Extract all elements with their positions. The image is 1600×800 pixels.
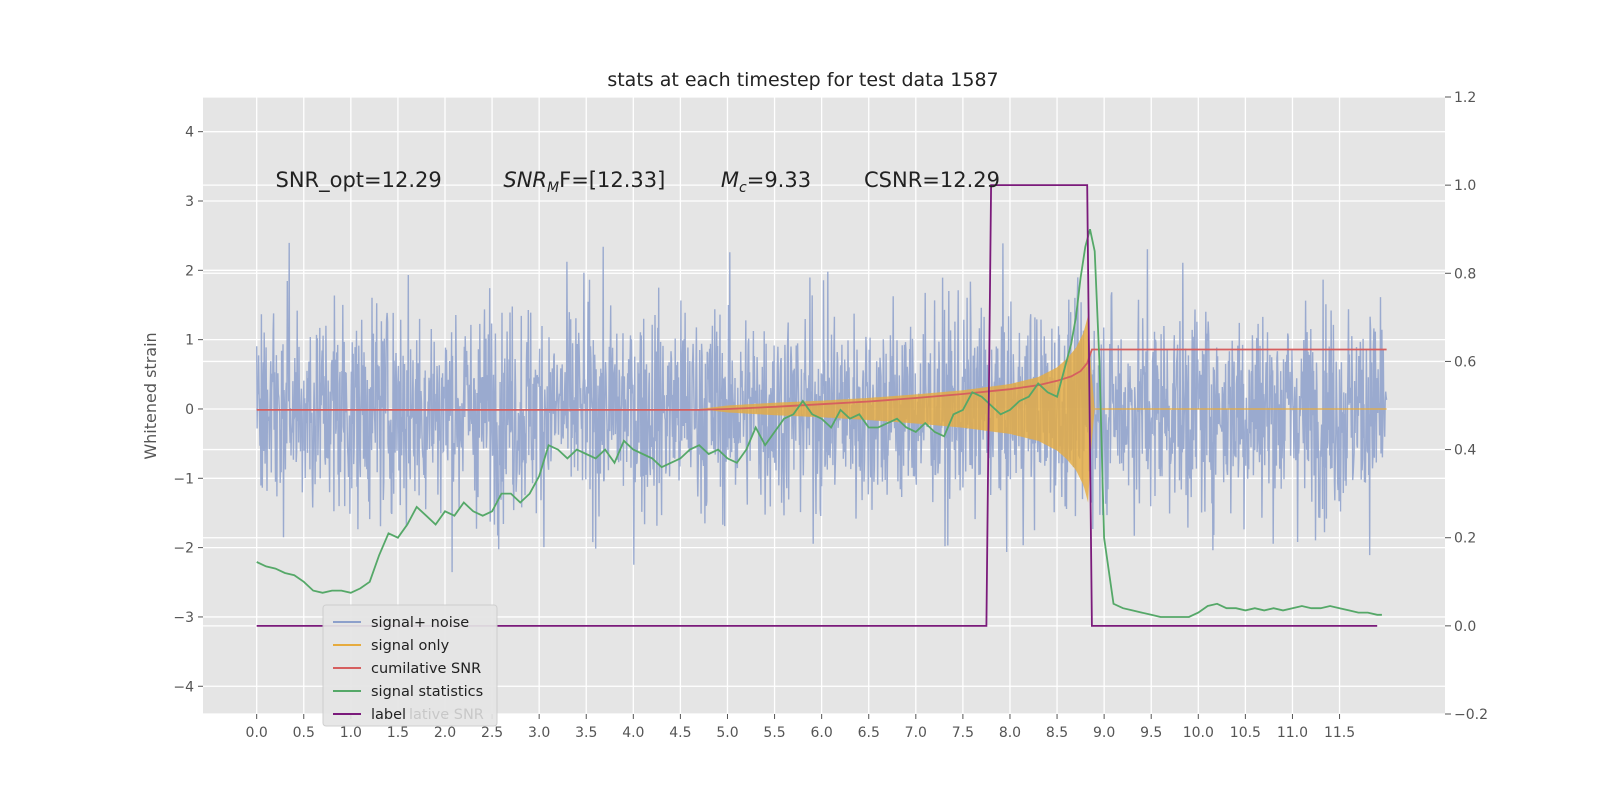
series-signal-only xyxy=(699,315,1387,503)
y-tick-label: 2 xyxy=(185,263,194,279)
x-tick-label: 10.0 xyxy=(1183,725,1214,741)
x-tick-label: 9.0 xyxy=(1093,725,1115,741)
y2-tick-label: 1.0 xyxy=(1454,178,1476,194)
x-tick-label: 6.5 xyxy=(858,725,880,741)
annotation-csnr: CSNR=12.29 xyxy=(864,168,1000,192)
x-tick-label: 4.5 xyxy=(669,725,691,741)
x-tick-label: 5.5 xyxy=(763,725,785,741)
legend-label: signal statistics xyxy=(371,684,483,700)
x-tick-label: 1.0 xyxy=(340,725,362,741)
y-tick-label: −2 xyxy=(173,541,194,557)
y2-tick-label: 0.0 xyxy=(1454,619,1476,635)
y-tick-label: −1 xyxy=(173,471,194,487)
y2-tick-label: 0.6 xyxy=(1454,354,1476,370)
x-tick-label: 8.5 xyxy=(1046,725,1068,741)
x-tick-label: 3.5 xyxy=(575,725,597,741)
legend-ghost-text: lative SNR xyxy=(409,707,484,723)
x-tick-label: 0.0 xyxy=(246,725,268,741)
annotation-snr-mf: SNRMF=[12.33] xyxy=(503,168,665,196)
legend-label: label xyxy=(371,707,406,723)
y2-tick-label: 0.8 xyxy=(1454,266,1476,282)
annotation-snr-opt: SNR_opt=12.29 xyxy=(276,168,442,193)
x-tick-label: 3.0 xyxy=(528,725,550,741)
x-tick-label: 2.5 xyxy=(481,725,503,741)
legend: lative SNR signal+ noise signal only cumila… xyxy=(322,604,498,727)
x-tick-label: 1.5 xyxy=(387,725,409,741)
axes: 0.0 0.5 1.0 1.5 2.0 2.5 3.0 3.5 4.0 4.5 5.0 5.5 6.0 6… xyxy=(173,90,1488,741)
y-tick-label: −3 xyxy=(173,610,194,626)
y2-tick-label: 1.2 xyxy=(1454,90,1476,106)
annotation-mc: Mc=9.33 xyxy=(721,168,811,196)
y2-tick-label: 0.2 xyxy=(1454,531,1476,547)
x-tick-label: 10.5 xyxy=(1230,725,1261,741)
x-tick-label: 9.5 xyxy=(1140,725,1162,741)
legend-label: signal only xyxy=(371,638,450,654)
y-tick-label: 0 xyxy=(185,402,194,418)
y2-tick-label: 0.4 xyxy=(1454,443,1476,459)
legend-box xyxy=(322,604,498,727)
x-tick-label: 7.5 xyxy=(952,725,974,741)
y-tick-label: −4 xyxy=(173,679,194,695)
y-tick-label: 1 xyxy=(185,333,194,349)
chart-title: stats at each timestep for test data 158… xyxy=(607,69,998,91)
x-tick-label: 11.5 xyxy=(1324,725,1355,741)
x-tick-label: 11.0 xyxy=(1277,725,1308,741)
signal-only-envelope xyxy=(699,315,1095,503)
y-tick-label: 4 xyxy=(185,125,194,141)
x-tick-label: 5.0 xyxy=(716,725,738,741)
y-axis-label: Whitened strain xyxy=(141,332,160,459)
x-tick-label: 7.0 xyxy=(905,725,927,741)
y-tick-label: 3 xyxy=(185,194,194,210)
x-tick-label: 2.0 xyxy=(434,725,456,741)
x-tick-label: 6.0 xyxy=(811,725,833,741)
x-tick-label: 4.0 xyxy=(622,725,644,741)
annotations: SNR_opt=12.29 SNRMF=[12.33] Mc=9.33 CSNR=12… xyxy=(276,168,1001,196)
series-lines xyxy=(256,184,1387,627)
label-line xyxy=(256,184,1378,627)
signal-statistics-line xyxy=(256,228,1382,618)
legend-label: signal+ noise xyxy=(371,615,469,631)
y2-tick-label: −0.2 xyxy=(1454,707,1488,723)
x-tick-label: 0.5 xyxy=(293,725,315,741)
x-tick-label: 8.0 xyxy=(999,725,1021,741)
legend-label: cumilative SNR xyxy=(371,661,481,677)
